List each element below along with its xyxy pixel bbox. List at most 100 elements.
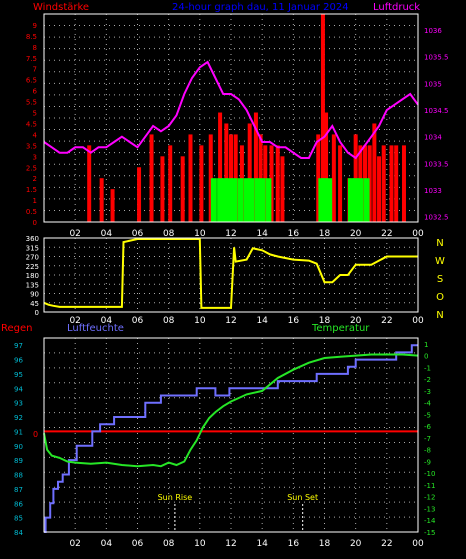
gust-bar <box>247 123 252 222</box>
wind-mean-bar <box>217 178 224 222</box>
wind-tick-label: 2 <box>33 175 37 183</box>
gust-bar <box>389 145 394 222</box>
gust-bar <box>110 189 115 222</box>
humidity-line <box>44 344 418 533</box>
gust-bar <box>320 14 325 222</box>
wind-axis-label: Windstärke <box>33 2 89 13</box>
x-tick-label: 12 <box>225 539 236 549</box>
gust-bar <box>316 134 321 222</box>
gust-bar <box>394 145 399 222</box>
pressure-tick-label: 1035.5 <box>424 54 449 62</box>
x-tick-label: 04 <box>101 316 113 326</box>
temperature-tick-label: -13 <box>424 505 435 513</box>
temperature-tick-label: -14 <box>424 517 436 525</box>
x-tick-label: 14 <box>256 539 268 549</box>
gust-bar <box>168 145 173 222</box>
x-tick-label: 14 <box>256 316 268 326</box>
pressure-tick-label: 1033.5 <box>424 160 449 168</box>
pressure-tick-label: 1033 <box>424 187 442 195</box>
temperature-tick-label: -1 <box>424 364 431 372</box>
wind-tick-label: 9 <box>33 22 37 30</box>
humidity-tick-label: 94 <box>14 385 23 393</box>
wind-tick-label: 5.5 <box>26 99 37 107</box>
humidity-tick-label: 84 <box>14 529 23 537</box>
gust-bar <box>377 156 382 222</box>
pressure-tick-label: 1034 <box>424 134 442 142</box>
gust-bar <box>208 134 213 222</box>
pressure-tick-label: 1034.5 <box>424 107 449 115</box>
humidity-tick-label: 90 <box>14 443 23 451</box>
pressure-axis-label: Luftdruck <box>373 2 420 13</box>
wind-tick-label: 6 <box>33 88 38 96</box>
compass-label: N <box>436 310 443 321</box>
wind-mean-bar <box>363 178 370 222</box>
x-tick-label: 12 <box>225 229 236 239</box>
direction-tick-label: 45 <box>30 300 39 308</box>
temperature-tick-label: -12 <box>424 494 435 502</box>
humidity-tick-label: 93 <box>14 400 23 408</box>
x-tick-label: 04 <box>101 539 113 549</box>
wind-tick-label: 0 <box>33 219 37 227</box>
wind-mean-bar <box>265 178 272 222</box>
sun-set-label: Sun Set <box>287 493 318 502</box>
x-tick-label: 14 <box>256 229 268 239</box>
gust-bar <box>372 123 377 222</box>
wind-mean-bar <box>210 178 217 222</box>
gust-bar <box>381 145 386 222</box>
pressure-tick-label: 1036 <box>424 27 442 35</box>
humidity-tick-label: 91 <box>14 428 23 436</box>
gust-bar <box>275 145 280 222</box>
gust-bar <box>137 167 142 222</box>
wind-tick-label: 4 <box>33 131 38 139</box>
pressure-line <box>43 60 419 160</box>
x-tick-label: 06 <box>132 539 144 549</box>
direction-tick-label: 180 <box>26 272 39 280</box>
temperature-tick-label: -11 <box>424 482 435 490</box>
x-tick-label: 20 <box>350 316 362 326</box>
humidity-tick-label: 86 <box>14 500 23 508</box>
wind-mean-bar <box>259 178 266 222</box>
wind-tick-label: 8.5 <box>26 33 37 41</box>
x-tick-label: 02 <box>69 539 80 549</box>
x-tick-label: 10 <box>194 316 206 326</box>
compass-label: O <box>436 292 444 303</box>
gust-bar <box>188 134 193 222</box>
wind-tick-label: 2.5 <box>26 164 37 172</box>
humidity-tick-label: 87 <box>14 486 23 494</box>
temperature-label: Temperatur <box>311 323 370 334</box>
gust-bar <box>199 145 204 222</box>
wind-mean-bar <box>237 178 244 222</box>
wind-tick-label: 8 <box>33 44 37 52</box>
rain-value-label: 0 <box>33 430 38 439</box>
x-tick-label: 16 <box>288 316 300 326</box>
x-tick-label: 18 <box>319 229 331 239</box>
gust-bar <box>338 145 343 222</box>
temperature-tick-label: 1 <box>424 341 428 349</box>
compass-label: S <box>437 274 443 285</box>
wind-mean-bar <box>318 178 325 222</box>
x-tick-label: 02 <box>69 229 80 239</box>
humidity-tick-label: 85 <box>14 515 23 523</box>
wind-mean-bar <box>352 178 359 222</box>
gust-bar <box>269 145 274 222</box>
temperature-tick-label: -7 <box>424 435 431 443</box>
gust-bar <box>218 112 223 222</box>
direction-tick-label: 360 <box>26 235 39 243</box>
wind-tick-label: 6.5 <box>26 77 37 85</box>
wind-mean-bar <box>347 178 354 222</box>
pressure-tick-label: 1032.5 <box>424 214 449 222</box>
wind-tick-label: 5 <box>33 110 37 118</box>
wind-tick-label: 1.5 <box>26 186 37 194</box>
gust-bar <box>224 123 229 222</box>
humidity-tick-label: 95 <box>14 371 23 379</box>
gust-bar <box>280 156 285 222</box>
x-tick-label: 12 <box>225 316 236 326</box>
direction-panel-frame <box>43 237 419 313</box>
temperature-tick-label: -5 <box>424 411 431 419</box>
compass-label: N <box>436 238 443 249</box>
temperature-tick-label: -6 <box>424 423 432 431</box>
x-tick-label: 22 <box>381 539 392 549</box>
wind-tick-label: 3 <box>33 153 37 161</box>
compass-label: W <box>435 256 445 267</box>
wind-tick-label: 3.5 <box>26 142 37 150</box>
